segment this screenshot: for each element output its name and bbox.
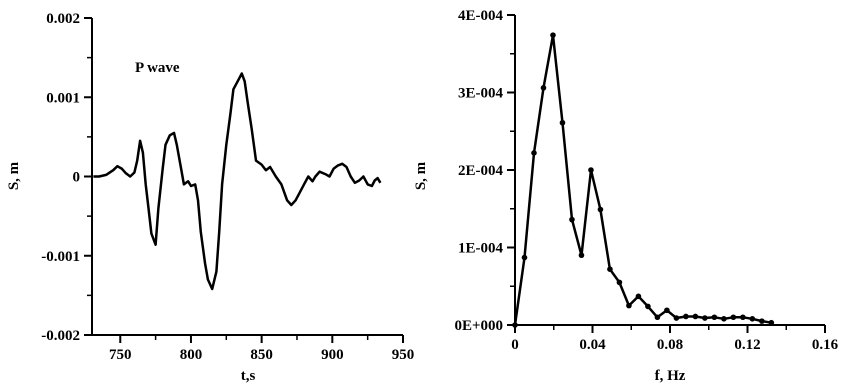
p-wave-ticks: 750 800 850 900 950 -0.002 -0.001 0 0.001 0.002 <box>41 11 414 363</box>
spectrum-data-point <box>616 279 623 286</box>
spectrum-data-point <box>683 313 689 320</box>
spectrum-y-tick-label: 0E+000 <box>454 318 503 334</box>
spectrum-data-point <box>550 32 556 38</box>
spectrum-data-point <box>721 316 727 322</box>
spectrum-y-axis-label: S, m <box>413 161 429 190</box>
spectrum-data-point <box>607 266 613 273</box>
p-wave-y-axis-label: S, m <box>6 161 22 190</box>
spectrum-data-point <box>645 303 651 310</box>
spectrum-markers <box>512 32 775 328</box>
spectrum-x-axis-label: f, Hz <box>655 368 686 384</box>
p-wave-x-tick-label: 750 <box>109 347 132 363</box>
spectrum-data-point <box>578 252 585 259</box>
p-wave-y-tick-label: 0.002 <box>46 11 80 27</box>
spectrum-x-tick-label: 0.12 <box>734 337 760 353</box>
spectrum-x-tick-label: 0.16 <box>812 337 839 353</box>
spectrum-data-point <box>768 319 775 326</box>
spectrum-data-point <box>711 314 718 321</box>
p-wave-y-tick-label: -0.002 <box>41 328 80 344</box>
spectrum-ticks: 0 0.04 0.08 0.12 0.16 0E+000 1E-004 2E-004 3E-00… <box>454 8 838 353</box>
spectrum-data-point <box>569 216 575 223</box>
spectrum-data-point <box>626 302 632 309</box>
spectrum-data-point <box>730 314 737 321</box>
spectrum-plot-area: 0 0.04 0.08 0.12 0.16 0E+000 1E-004 2E-004 3E-00… <box>454 8 838 353</box>
p-wave-x-tick-label: 900 <box>321 347 344 363</box>
spectrum-y-tick-label: 1E-004 <box>458 241 504 257</box>
spectrum-data-point <box>759 318 765 324</box>
spectrum-y-tick-label: 4E-004 <box>458 8 504 24</box>
spectrum-data-point <box>559 119 566 126</box>
spectrum-data-point <box>588 167 594 173</box>
p-wave-y-tick-label: 0 <box>73 170 81 186</box>
p-wave-annotation: P wave <box>135 60 180 76</box>
p-wave-y-tick-label: 0.001 <box>46 90 80 106</box>
spectrum-data-point <box>597 206 604 213</box>
chart-p-wave: 750 800 850 900 950 -0.002 -0.001 0 0.001 0.002 P… <box>6 11 414 384</box>
spectrum-data-point <box>692 313 699 320</box>
p-wave-x-axis-label: t,s <box>241 368 256 384</box>
spectrum-x-tick-label: 0.08 <box>657 337 683 353</box>
spectrum-data-point <box>749 316 756 322</box>
spectrum-y-tick-label: 3E-004 <box>458 86 504 102</box>
spectrum-data-point <box>635 293 642 300</box>
p-wave-x-tick-label: 850 <box>250 347 273 363</box>
p-wave-plot-area: 750 800 850 900 950 -0.002 -0.001 0 0.001 0.002 <box>41 11 414 363</box>
p-wave-x-tick-label: 800 <box>180 347 203 363</box>
chart-spectrum: 0 0.04 0.08 0.12 0.16 0E+000 1E-004 2E-004 3E-00… <box>413 8 839 384</box>
spectrum-data-point <box>654 314 661 321</box>
spectrum-data-point <box>673 315 680 321</box>
spectrum-x-tick-label: 0.04 <box>579 337 606 353</box>
spectrum-data-point <box>664 307 670 314</box>
p-wave-x-tick-label: 950 <box>392 347 415 363</box>
spectrum-data-point <box>702 315 708 321</box>
spectrum-data-point <box>512 322 518 328</box>
spectrum-data-point <box>540 85 547 91</box>
spectrum-data-point <box>521 254 528 261</box>
p-wave-y-tick-label: -0.001 <box>41 249 80 265</box>
spectrum-y-tick-label: 2E-004 <box>458 163 504 179</box>
spectrum-x-tick-label: 0 <box>511 337 519 353</box>
p-wave-series-line <box>93 72 382 291</box>
spectrum-data-point <box>740 314 746 321</box>
spectrum-series-line <box>513 33 772 326</box>
spectrum-data-point <box>531 150 537 156</box>
